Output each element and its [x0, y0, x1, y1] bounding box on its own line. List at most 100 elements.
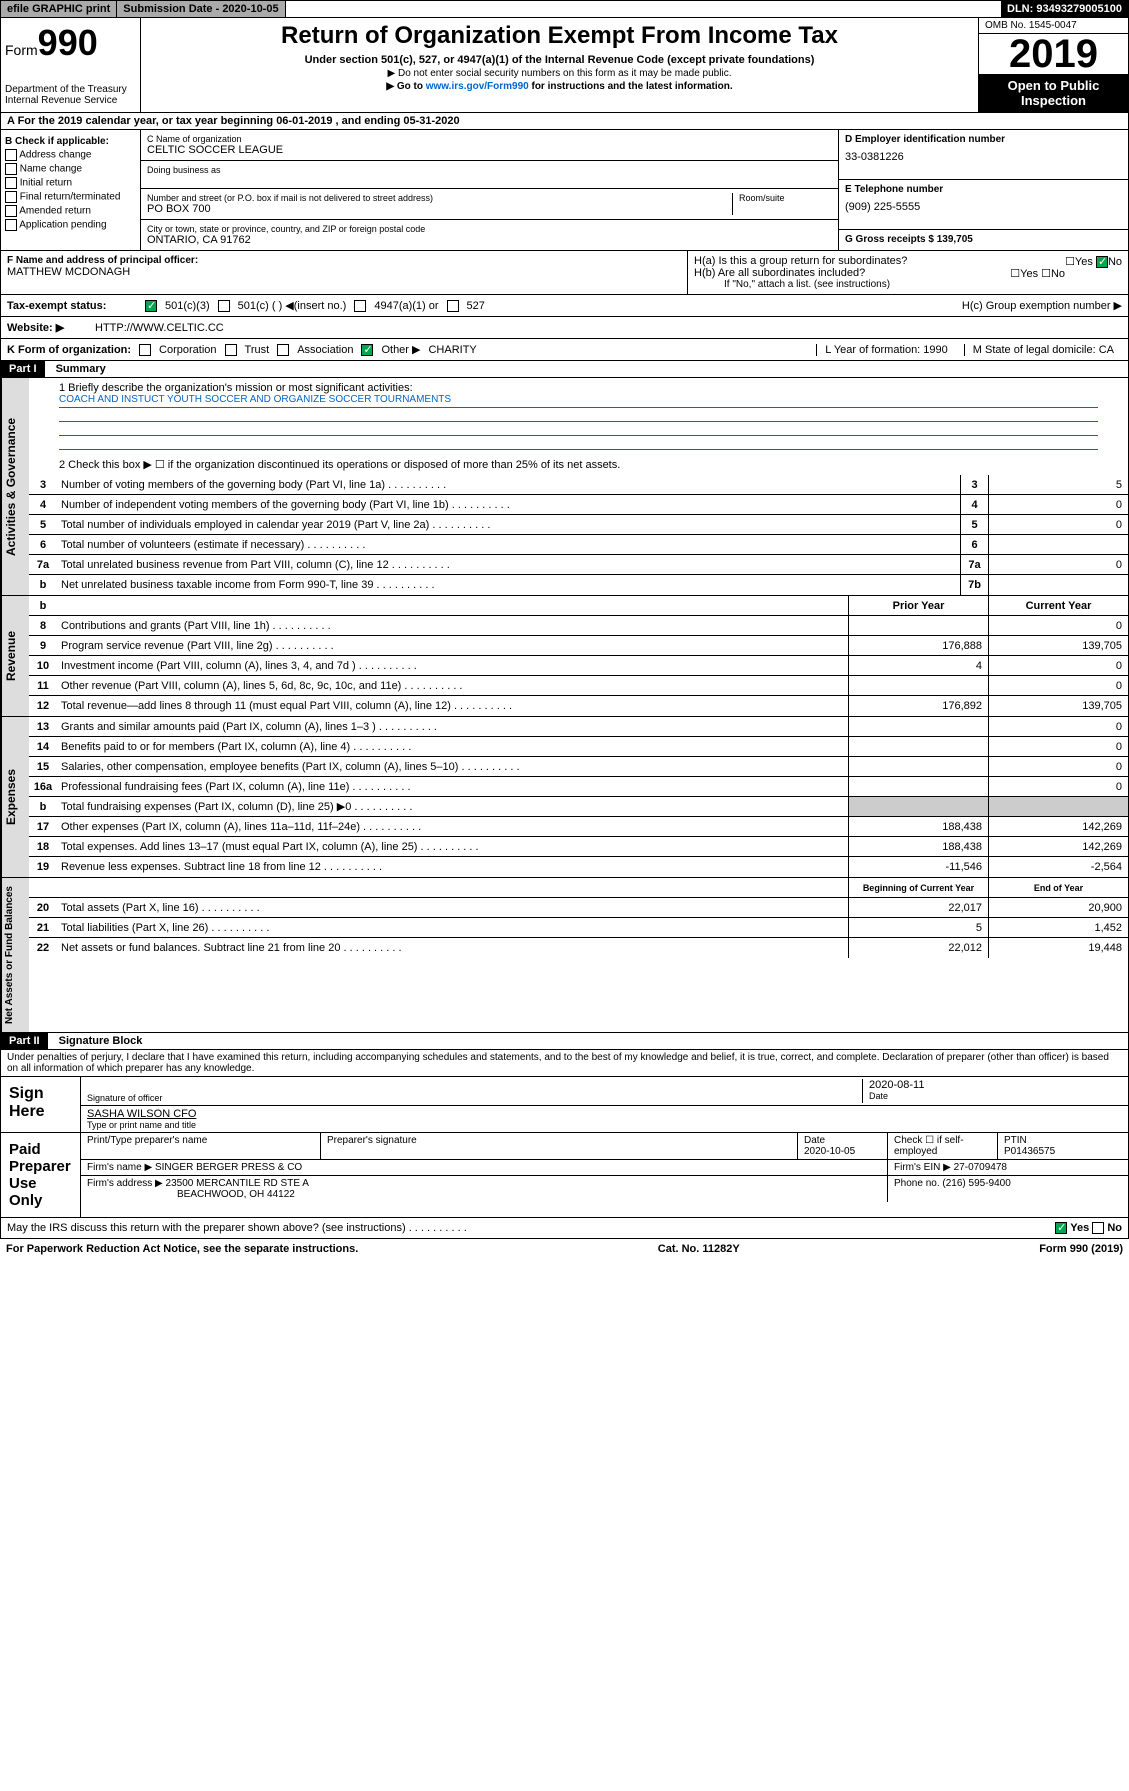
mission-blank3: [59, 436, 1098, 450]
addr-label: Number and street (or P.O. box if mail i…: [147, 193, 732, 203]
spacer: [286, 7, 1001, 11]
f-row: F Name and address of principal officer:…: [0, 251, 1129, 295]
data-line: 9Program service revenue (Part VIII, lin…: [29, 636, 1128, 656]
data-line: 10Investment income (Part VIII, column (…: [29, 656, 1128, 676]
prep-ptin: P01436575: [1004, 1146, 1055, 1157]
opt-501c: 501(c) ( ) ◀(insert no.): [238, 299, 347, 312]
opt-corp: Corporation: [159, 344, 216, 356]
mission-label: 1 Briefly describe the organization's mi…: [59, 382, 1098, 394]
check-item[interactable]: Final return/terminated: [5, 191, 136, 203]
dept: Department of the Treasury Internal Reve…: [5, 84, 136, 106]
form-title: Return of Organization Exempt From Incom…: [145, 22, 974, 50]
m-state: M State of legal domicile: CA: [964, 344, 1122, 356]
mission-text: COACH AND INSTUCT YOUTH SOCCER AND ORGAN…: [59, 394, 1098, 408]
preparer-section: Paid Preparer Use Only Print/Type prepar…: [0, 1133, 1129, 1218]
note2-post: for instructions and the latest informat…: [529, 81, 733, 92]
chk-501c3[interactable]: [145, 300, 157, 312]
kform-label: K Form of organization:: [7, 344, 131, 356]
chk-other[interactable]: [361, 344, 373, 356]
prep-addr2: BEACHWOOD, OH 44122: [87, 1189, 295, 1200]
firm-ein: 27-0709478: [954, 1162, 1007, 1173]
prep-label: Paid Preparer Use Only: [1, 1133, 81, 1217]
net-header-row: Beginning of Current Year End of Year: [29, 878, 1128, 898]
check-item[interactable]: Name change: [5, 163, 136, 175]
room-label: Room/suite: [739, 193, 832, 203]
org-col: C Name of organization CELTIC SOCCER LEA…: [141, 130, 838, 250]
l-year: L Year of formation: 1990: [816, 344, 956, 356]
discuss-no[interactable]: [1092, 1222, 1104, 1234]
part2-tab: Part II: [1, 1033, 48, 1049]
data-line: bTotal fundraising expenses (Part IX, co…: [29, 797, 1128, 817]
irs-link[interactable]: www.irs.gov/Form990: [426, 81, 529, 92]
prep-h4: Check ☐ if self-employed: [888, 1133, 998, 1159]
efile-btn[interactable]: efile GRAPHIC print: [1, 1, 117, 17]
discuss-text: May the IRS discuss this return with the…: [7, 1222, 467, 1234]
side-net: Net Assets or Fund Balances: [1, 878, 29, 1032]
data-line: 21Total liabilities (Part X, line 26)51,…: [29, 918, 1128, 938]
period-line: A For the 2019 calendar year, or tax yea…: [0, 113, 1129, 130]
discuss-yes[interactable]: [1055, 1222, 1067, 1234]
hdr-current: Current Year: [988, 596, 1128, 615]
check-item[interactable]: Address change: [5, 149, 136, 161]
sig-date: 2020-08-11: [869, 1079, 1122, 1091]
check-item[interactable]: Amended return: [5, 205, 136, 217]
discuss-row: May the IRS discuss this return with the…: [0, 1218, 1129, 1239]
part1-tab: Part I: [1, 361, 45, 377]
hdr-prior: Prior Year: [848, 596, 988, 615]
check-item[interactable]: Application pending: [5, 219, 136, 231]
dln: DLN: 93493279005100: [1001, 1, 1128, 17]
status-row: Tax-exempt status: 501(c)(3) 501(c) ( ) …: [0, 295, 1129, 317]
form-num: 990: [38, 22, 98, 63]
data-line: 14Benefits paid to or for members (Part …: [29, 737, 1128, 757]
hdr-blank: [57, 604, 848, 608]
note2-pre: ▶ Go to: [386, 81, 425, 92]
gov-line: 4Number of independent voting members of…: [29, 495, 1128, 515]
dba-label: Doing business as: [147, 165, 832, 175]
opt-527: 527: [467, 300, 485, 312]
line2: 2 Check this box ▶ ☐ if the organization…: [29, 454, 1128, 475]
gov-line: 7aTotal unrelated business revenue from …: [29, 555, 1128, 575]
data-line: 22Net assets or fund balances. Subtract …: [29, 938, 1128, 958]
prep-date: 2020-10-05: [804, 1146, 855, 1157]
hc: H(c) Group exemption number ▶: [962, 299, 1122, 312]
chk-4947[interactable]: [354, 300, 366, 312]
note-ssn: ▶ Do not enter social security numbers o…: [145, 68, 974, 79]
part2-title: Signature Block: [51, 1033, 151, 1049]
data-line: 11Other revenue (Part VIII, column (A), …: [29, 676, 1128, 696]
gov-line: 6Total number of volunteers (estimate if…: [29, 535, 1128, 555]
hdr-end: End of Year: [988, 878, 1128, 897]
penalty-text: Under penalties of perjury, I declare th…: [0, 1050, 1129, 1077]
chk-corp[interactable]: [139, 344, 151, 356]
part2-header: Part II Signature Block: [0, 1033, 1129, 1050]
city: ONTARIO, CA 91762: [147, 234, 832, 246]
opt-501c3: 501(c)(3): [165, 300, 210, 312]
phone: (909) 225-5555: [845, 201, 1122, 213]
side-revenue: Revenue: [1, 596, 29, 716]
prep-addr1: 23500 MERCANTILE RD STE A: [166, 1178, 309, 1189]
opt-other: Other ▶: [381, 343, 420, 356]
data-line: 17Other expenses (Part IX, column (A), l…: [29, 817, 1128, 837]
chk-527[interactable]: [447, 300, 459, 312]
opt-assoc: Association: [297, 344, 353, 356]
sig-name: SASHA WILSON CFO: [87, 1108, 1122, 1120]
gov-line: bNet unrelated business taxable income f…: [29, 575, 1128, 595]
check-item[interactable]: Initial return: [5, 177, 136, 189]
data-line: 15Salaries, other compensation, employee…: [29, 757, 1128, 777]
hdr-b: b: [29, 600, 57, 612]
sig-name-label: Type or print name and title: [87, 1120, 1122, 1130]
firm-name: SINGER BERGER PRESS & CO: [155, 1162, 302, 1173]
form-prefix: Form: [5, 42, 38, 58]
web-label: Website: ▶: [7, 321, 87, 334]
web-row: Website: ▶ HTTP://WWW.CELTIC.CC: [0, 317, 1129, 339]
other-val: CHARITY: [428, 344, 476, 356]
chk-trust[interactable]: [225, 344, 237, 356]
chk-501c[interactable]: [218, 300, 230, 312]
firm-label: Firm's name ▶: [87, 1162, 152, 1173]
chk-assoc[interactable]: [277, 344, 289, 356]
revenue-section: Revenue b Prior Year Current Year 8Contr…: [0, 596, 1129, 717]
footer-mid: Cat. No. 11282Y: [658, 1243, 740, 1255]
addr: PO BOX 700: [147, 203, 732, 215]
opt-trust: Trust: [245, 344, 270, 356]
hdr-begin: Beginning of Current Year: [848, 878, 988, 897]
city-label: City or town, state or province, country…: [147, 224, 832, 234]
